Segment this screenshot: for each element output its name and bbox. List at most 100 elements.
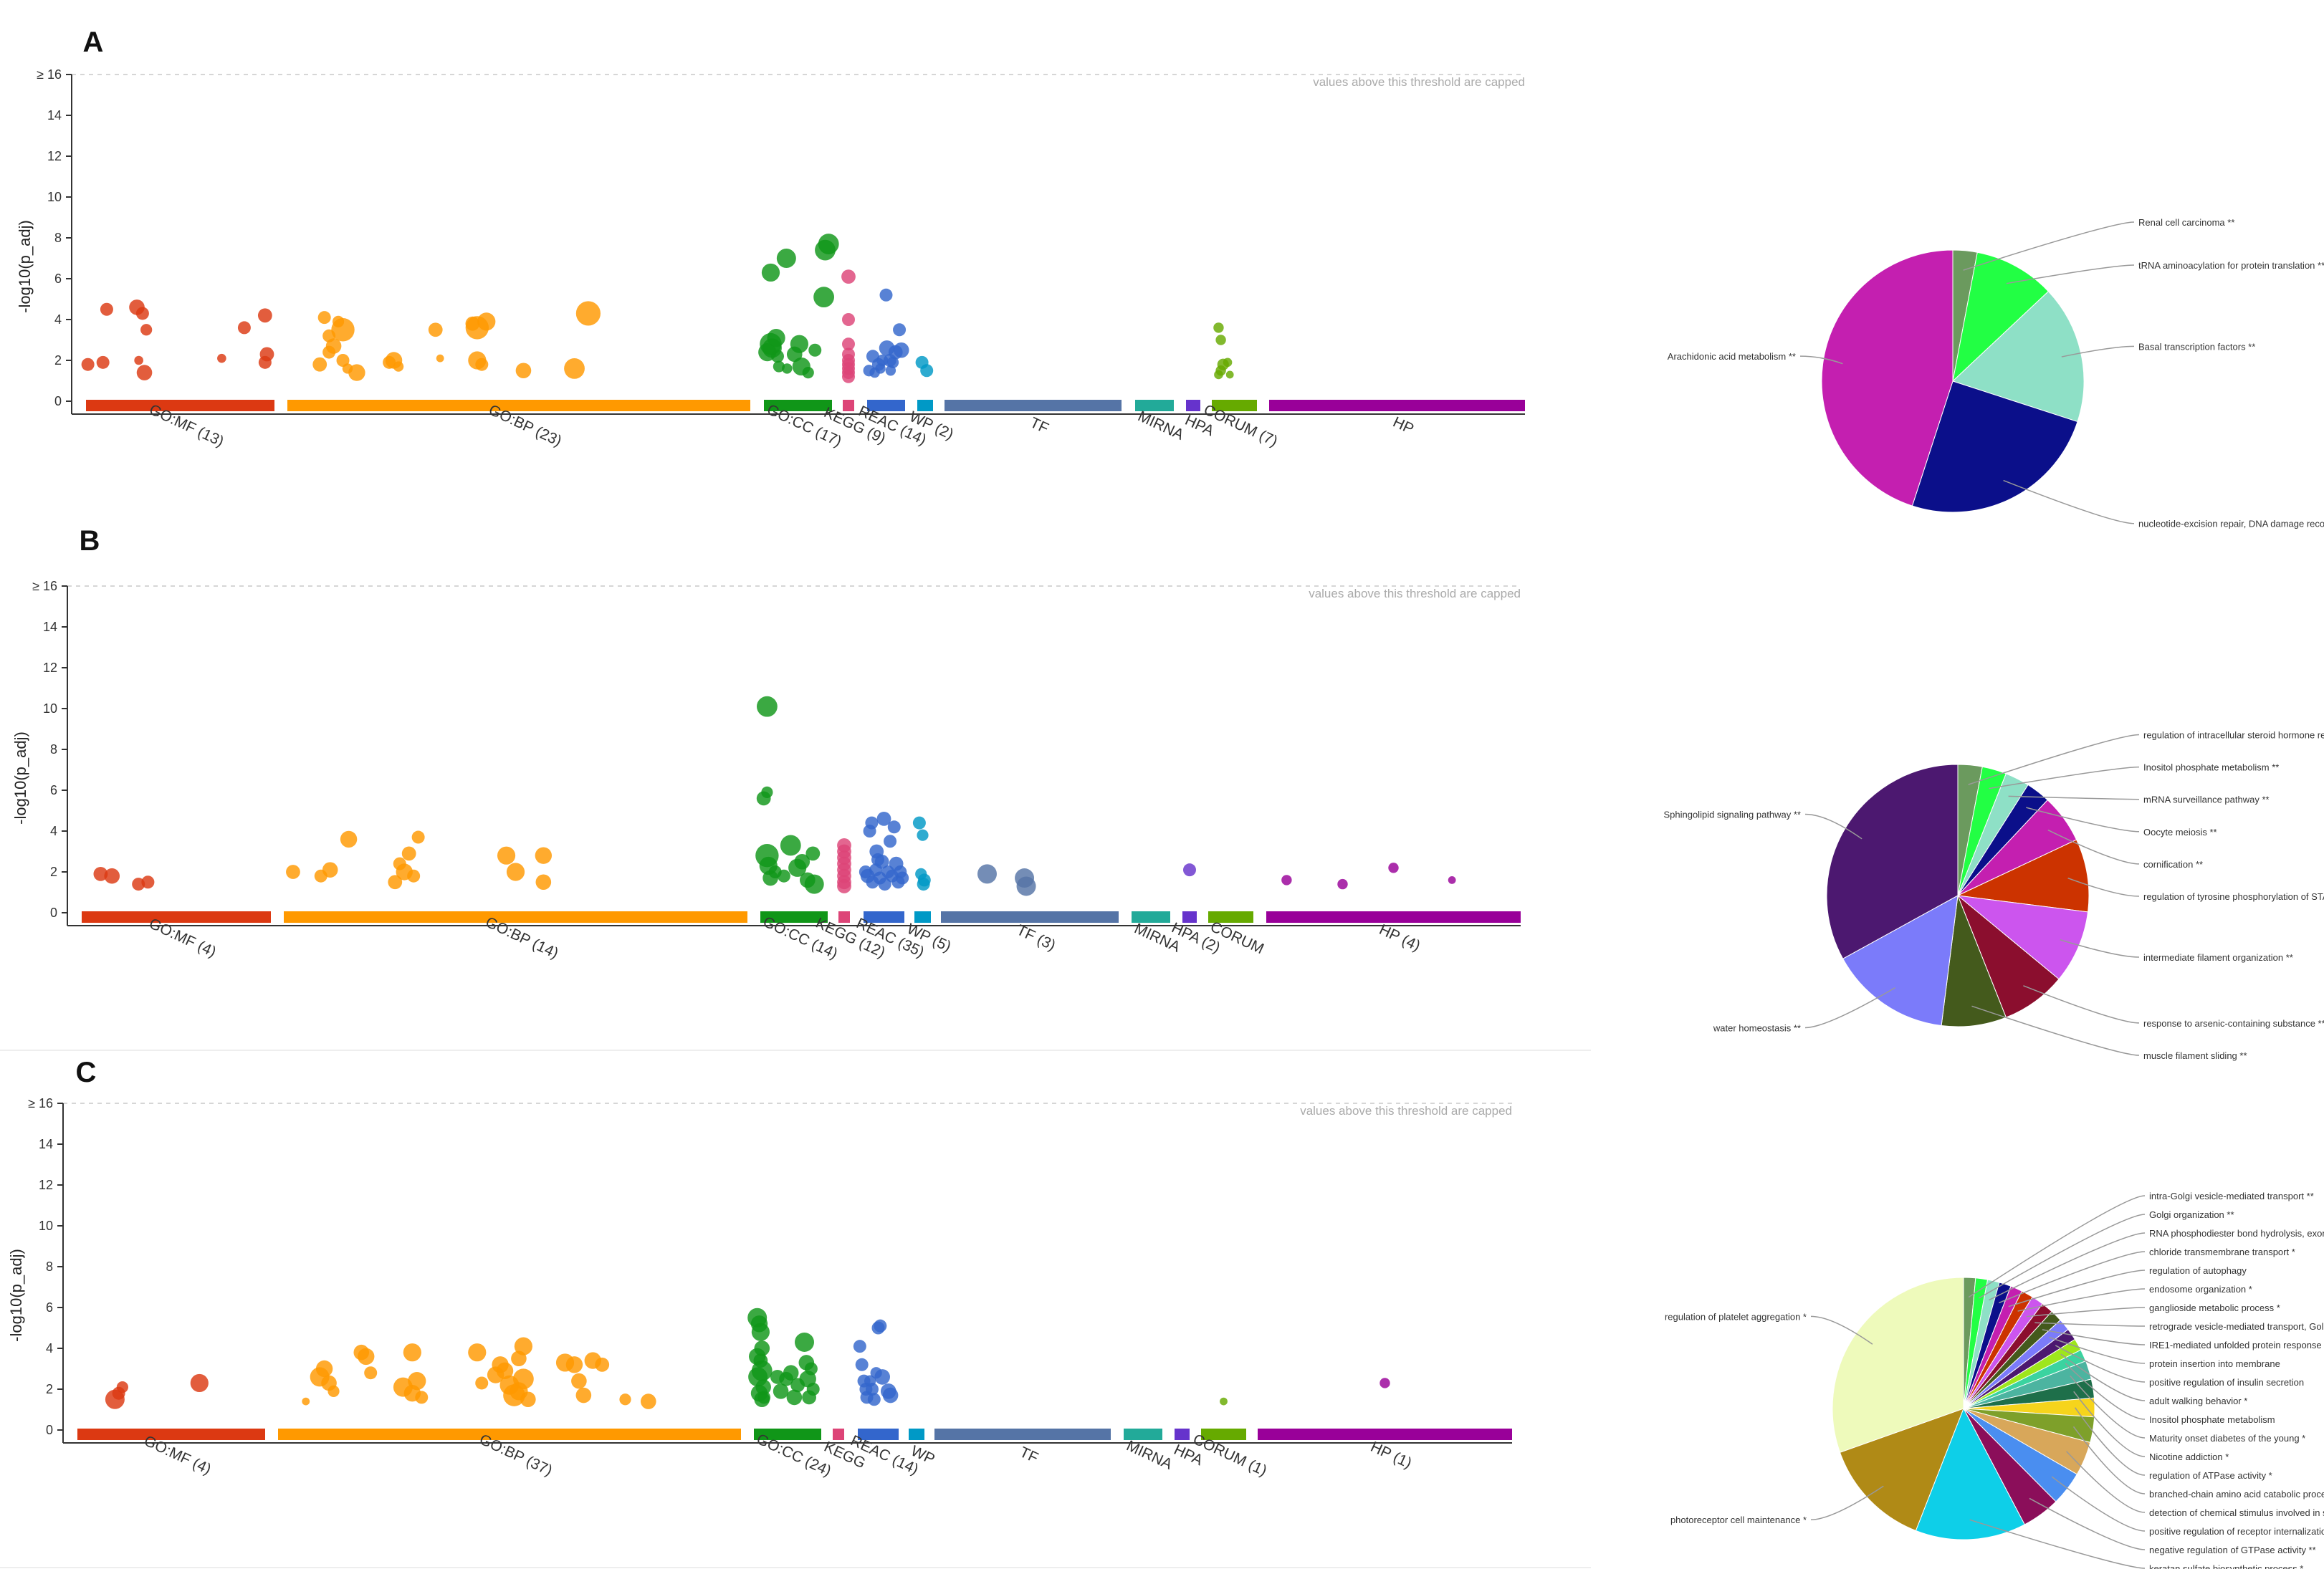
data-point — [1337, 878, 1348, 890]
source-bar-kegg — [833, 1429, 844, 1440]
data-point — [882, 1387, 899, 1404]
pie-label: nucleotide-excision repair, DNA damage r… — [2138, 519, 2324, 529]
pie-leader-line — [1999, 1251, 2146, 1304]
y-axis-label: -log10(p_adj) — [16, 220, 34, 313]
y-tick-label: 4 — [50, 824, 57, 838]
pie-leader-line — [2072, 1426, 2146, 1494]
data-point — [777, 869, 790, 883]
pie-leader-line — [2049, 1336, 2146, 1364]
y-tick-label: 14 — [47, 108, 62, 123]
data-point — [786, 1389, 803, 1406]
data-point — [104, 868, 120, 884]
source-bar-mirna — [1135, 400, 1174, 411]
pie-leader-line — [2060, 1353, 2146, 1401]
data-point — [575, 1387, 592, 1404]
source-bar-mf — [77, 1429, 265, 1440]
source-bar-wp — [909, 1429, 924, 1440]
y-tick-label: 12 — [47, 149, 62, 163]
pie-label: regulation of autophagy — [2149, 1265, 2247, 1276]
data-point — [325, 338, 342, 354]
source-bar-hpa — [1182, 911, 1197, 923]
data-point — [896, 871, 909, 885]
data-point — [535, 874, 552, 891]
data-point — [884, 835, 897, 848]
data-point — [515, 363, 532, 379]
source-label-tf: TF — [1017, 1444, 1041, 1467]
y-tick-label: 12 — [39, 1178, 53, 1192]
data-point — [135, 307, 149, 320]
source-bar-hp — [1266, 911, 1521, 923]
pie-leader-line — [2047, 829, 2140, 865]
data-point — [401, 846, 416, 861]
pie-leader-line — [1963, 221, 2135, 271]
pie-leader-line — [2065, 1363, 2146, 1420]
pie-slice — [1839, 1408, 1964, 1532]
source-bar-bp — [284, 911, 747, 923]
pie-label: ganglioside metabolic process * — [2149, 1302, 2280, 1313]
y-tick-label: 14 — [39, 1137, 53, 1151]
data-point — [134, 355, 143, 365]
pie-leader-line — [2066, 1451, 2146, 1513]
pie-slice — [1826, 764, 1959, 959]
pie-slice — [1821, 249, 1954, 507]
data-point — [870, 1367, 882, 1379]
data-point — [190, 1373, 209, 1393]
data-point — [842, 370, 855, 383]
y-tick-label: 0 — [50, 906, 57, 920]
pie-label: response to arsenic-containing substance… — [2143, 1018, 2324, 1029]
data-point — [407, 869, 421, 883]
data-point — [257, 308, 272, 323]
y-tick-label: 0 — [46, 1423, 53, 1437]
data-point — [813, 287, 834, 308]
data-point — [641, 1393, 656, 1409]
data-point — [535, 847, 553, 864]
pie-label: endosome organization * — [2149, 1284, 2252, 1295]
data-point — [315, 1360, 333, 1378]
y-tick-label: 10 — [47, 190, 62, 204]
data-point — [804, 874, 824, 894]
data-point — [342, 363, 353, 374]
source-bar-mirna — [1132, 911, 1170, 923]
pie-label: Arachidonic acid metabolism ** — [1668, 351, 1796, 362]
y-tick-label: 4 — [54, 312, 62, 327]
pie-label: RNA phosphodiester bond hydrolysis, exon… — [2149, 1228, 2324, 1239]
cap-note: values above this threshold are capped — [1309, 587, 1521, 600]
data-point — [217, 353, 226, 363]
data-point — [871, 853, 884, 866]
data-point — [575, 301, 601, 326]
data-point — [477, 312, 496, 331]
pie-label: positive regulation of receptor internal… — [2149, 1526, 2324, 1537]
data-point — [428, 322, 443, 337]
data-point — [794, 853, 810, 870]
y-tick-label: 8 — [54, 231, 62, 245]
y-tick-label: 0 — [54, 394, 62, 408]
pie-leader-line — [2017, 1288, 2146, 1312]
data-point — [782, 363, 793, 374]
panel-label: C — [76, 1057, 97, 1088]
data-point — [388, 875, 403, 890]
source-bar-mf — [86, 400, 274, 411]
y-tick-label: ≥ 16 — [37, 67, 62, 82]
data-point — [917, 878, 930, 891]
pie-leader-line — [1979, 1214, 2146, 1299]
data-point — [790, 1378, 805, 1393]
data-point — [806, 1383, 820, 1396]
pie-leader-line — [2008, 1270, 2146, 1308]
source-bar-corum — [1201, 1429, 1246, 1440]
source-bar-corum — [1208, 911, 1253, 923]
pie-label: IRE1-mediated unfolded protein response … — [2149, 1340, 2324, 1350]
data-point — [415, 1391, 429, 1404]
data-point — [96, 355, 110, 369]
data-point — [780, 835, 801, 856]
panel-label: A — [83, 27, 104, 58]
data-point — [869, 367, 880, 378]
source-bar-bp — [287, 400, 750, 411]
data-point — [886, 356, 899, 368]
pie-leader-line — [2067, 877, 2140, 897]
source-bar-wp — [917, 400, 933, 411]
data-point — [136, 365, 153, 380]
source-bar-reac — [867, 400, 905, 411]
data-point — [140, 324, 153, 336]
data-point — [802, 366, 814, 379]
